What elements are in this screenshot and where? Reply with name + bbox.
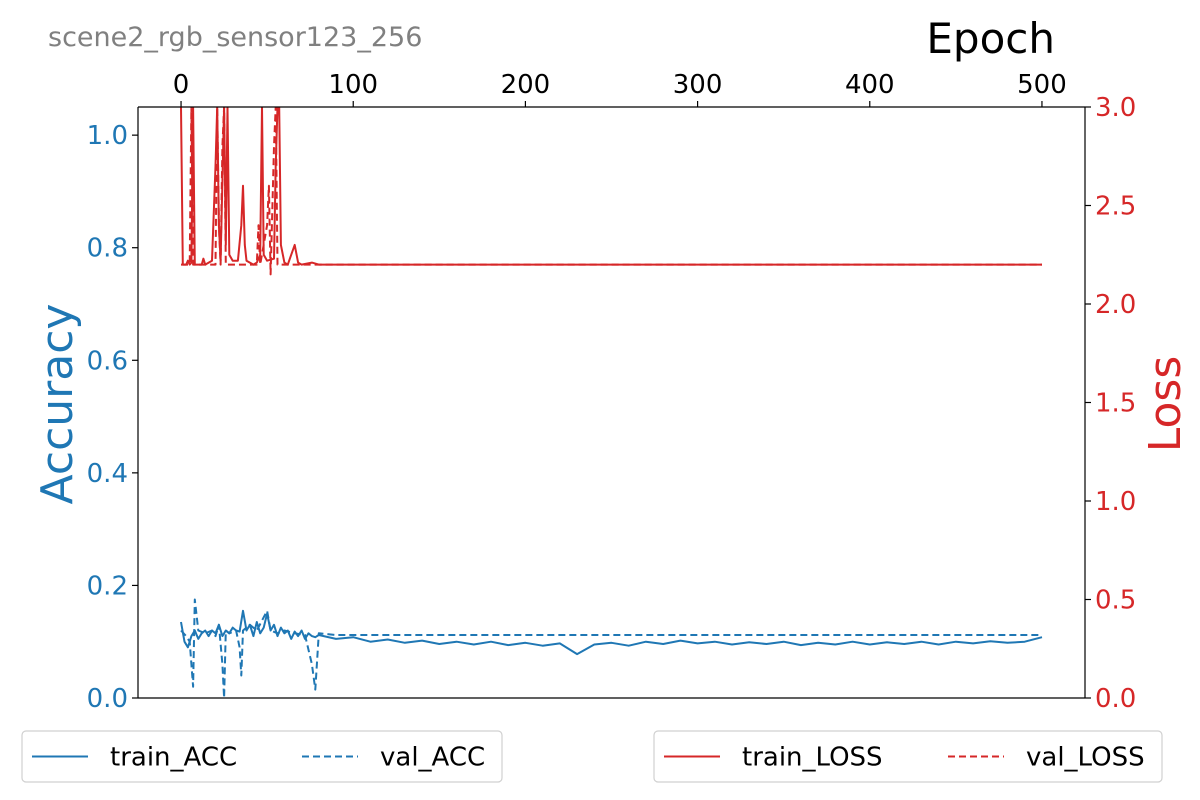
- legend-bottom-right: train_LOSS val_LOSS: [653, 730, 1163, 783]
- x-tick-label: 100: [328, 70, 378, 100]
- series-line-train-loss: [180, 107, 1042, 266]
- y-right-tick-label: 0.5: [1095, 586, 1136, 616]
- legend-label: train_LOSS: [742, 743, 883, 773]
- series-line-train-acc: [180, 609, 1043, 656]
- y-right-tick-label: 3.0: [1095, 93, 1136, 123]
- y-right-tick-label: 1.0: [1095, 487, 1136, 517]
- y-left-tick-label: 0.0: [87, 684, 128, 714]
- legend-label: val_LOSS: [1026, 743, 1145, 773]
- y-axis-label-right: Loss: [1140, 356, 1191, 453]
- x-tick-label: 0: [173, 70, 190, 100]
- x-tick-label: 500: [1017, 70, 1067, 100]
- y-right-tick-label: 2.5: [1095, 192, 1136, 222]
- series-line-val-acc: [180, 598, 1042, 698]
- legend-frame: [21, 730, 503, 783]
- plot-area: 0 100 200 300 400 500 0.0 0.2 0.4 0.6 0.8 1.0 0.0 0.5…: [87, 70, 1137, 714]
- y-right-tick-label: 0.0: [1095, 684, 1136, 714]
- x-axis-label: Epoch: [926, 14, 1055, 63]
- series-group: [180, 107, 1043, 698]
- y-left-tick-label: 0.8: [87, 234, 128, 264]
- series-line-val-loss: [181, 107, 1042, 276]
- legend-frame: [653, 730, 1163, 783]
- legend-area: train_ACC val_ACC train_LOSS val_LOSS: [21, 730, 1163, 783]
- legend-label: train_ACC: [110, 743, 237, 773]
- legend-bottom-left: train_ACC val_ACC: [21, 730, 503, 783]
- x-tick-label: 200: [501, 70, 551, 100]
- y-right-tick-label: 2.0: [1095, 290, 1136, 320]
- figure-title: scene2_rgb_sensor123_256: [48, 22, 422, 53]
- y-axis-label-left: Accuracy: [32, 304, 83, 505]
- y-left-tick-label: 0.6: [87, 346, 128, 376]
- x-tick-label: 300: [673, 70, 723, 100]
- y-left-tick-label: 0.4: [87, 459, 128, 489]
- y-left-tick-label: 0.2: [87, 571, 128, 601]
- y-right-tick-label: 1.5: [1095, 389, 1136, 419]
- y-left-tick-label: 1.0: [87, 121, 128, 151]
- legend-label: val_ACC: [380, 743, 485, 773]
- x-tick-label: 400: [845, 70, 895, 100]
